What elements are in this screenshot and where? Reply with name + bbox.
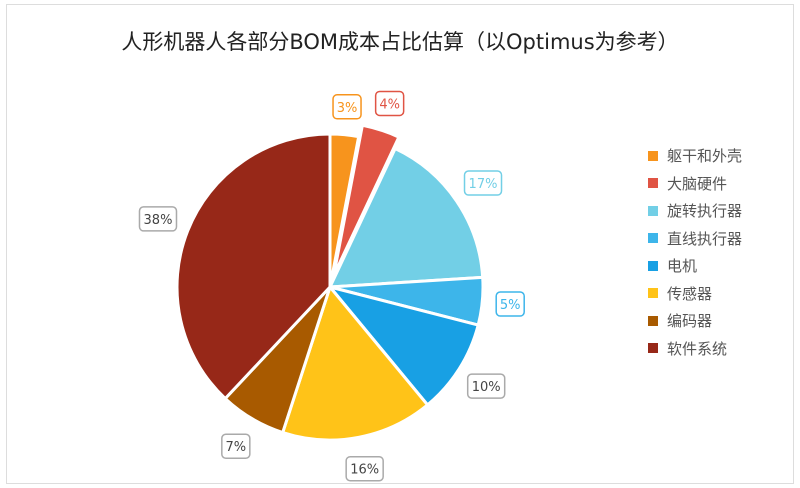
legend: 躯干和外壳大脑硬件旋转执行器直线执行器电机传感器编码器软件系统 [648, 142, 742, 362]
legend-label: 旋转执行器 [667, 202, 743, 221]
legend-swatch [648, 343, 658, 354]
legend-label: 软件系统 [667, 339, 728, 358]
data-label-box [345, 455, 384, 482]
data-label: 5% [500, 298, 521, 313]
legend-label: 躯干和外壳 [667, 147, 743, 166]
data-label-box [466, 373, 506, 399]
chart-frame [6, 4, 794, 484]
data-label: 3% [337, 101, 358, 116]
legend-label: 电机 [667, 257, 698, 276]
data-label-box [332, 94, 362, 120]
legend-label: 大脑硬件 [667, 174, 728, 193]
pie-slice [175, 132, 332, 401]
legend-item: 大脑硬件 [648, 170, 742, 198]
pie-slice [332, 123, 401, 277]
data-label-box [374, 90, 405, 117]
legend-swatch [648, 205, 658, 216]
legend-item: 躯干和外壳 [648, 142, 742, 170]
data-label-box [138, 206, 178, 232]
legend-swatch [648, 315, 658, 326]
data-label-box [463, 170, 503, 196]
pie-slice [327, 146, 485, 289]
legend-label: 直线执行器 [667, 229, 743, 248]
legend-label: 编码器 [667, 312, 713, 331]
data-label: 7% [226, 440, 247, 455]
data-label: 4% [379, 97, 400, 112]
legend-swatch [648, 178, 658, 189]
legend-swatch [648, 150, 658, 161]
legend-item: 传感器 [648, 280, 742, 308]
data-label: 16% [350, 463, 379, 478]
legend-swatch [648, 288, 658, 299]
data-label: 17% [469, 177, 498, 192]
legend-swatch [648, 260, 658, 271]
data-label: 38% [144, 213, 173, 228]
legend-item: 软件系统 [648, 335, 742, 363]
pie-slice [325, 284, 481, 408]
legend-item: 旋转执行器 [648, 197, 742, 225]
legend-swatch [648, 233, 658, 244]
legend-item: 编码器 [648, 307, 742, 335]
data-label-box [495, 291, 525, 317]
legend-item: 电机 [648, 252, 742, 280]
legend-item: 直线执行器 [648, 225, 742, 253]
legend-label: 传感器 [667, 284, 713, 303]
chart-title: 人形机器人各部分BOM成本占比估算（以Optimus为参考） [121, 30, 679, 54]
data-label: 10% [472, 380, 501, 395]
data-label-box [221, 433, 251, 459]
